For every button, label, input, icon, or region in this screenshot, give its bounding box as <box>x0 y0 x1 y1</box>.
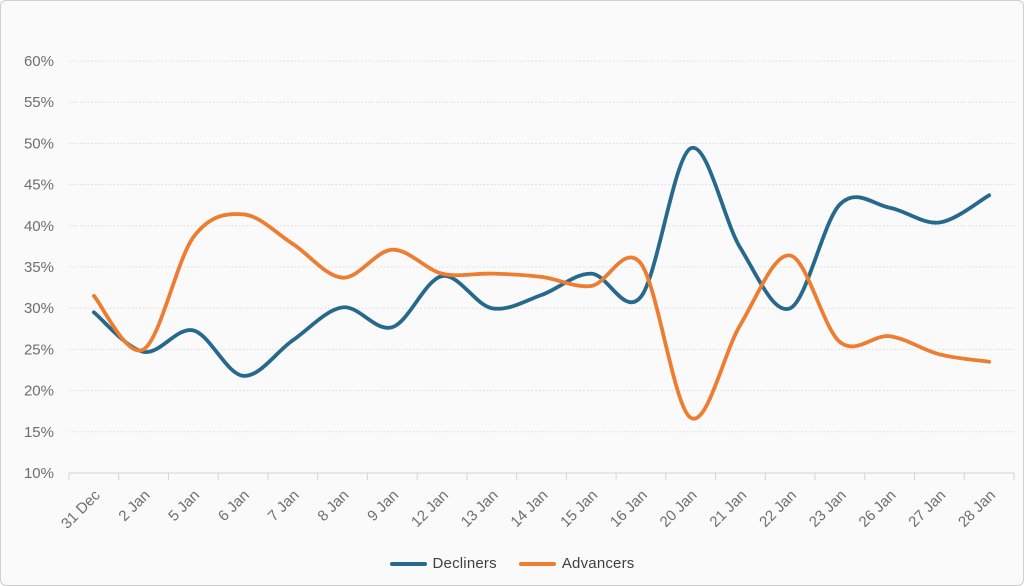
y-axis-label: 35% <box>24 259 54 276</box>
y-axis-label: 30% <box>24 300 54 317</box>
legend: Decliners Advancers <box>1 555 1023 572</box>
x-axis-label: 23 Jan <box>806 487 850 531</box>
legend-swatch-advancers-icon <box>518 561 556 566</box>
x-axis-label: 9 Jan <box>364 487 402 525</box>
legend-label-advancers: Advancers <box>561 555 635 572</box>
x-axis-label: 15 Jan <box>557 487 601 531</box>
legend-swatch-decliners-icon <box>389 561 427 566</box>
x-axis-label: 13 Jan <box>458 487 502 531</box>
y-axis-label: 55% <box>24 94 54 111</box>
series-line-decliners <box>91 146 991 378</box>
x-axis-label: 12 Jan <box>408 487 452 531</box>
y-axis-label: 40% <box>24 218 54 235</box>
x-axis-label: 28 Jan <box>955 487 999 531</box>
series-lines <box>91 146 991 421</box>
x-axis-label: 22 Jan <box>756 487 800 531</box>
legend-label-decliners: Decliners <box>432 555 497 572</box>
y-axis-label: 10% <box>24 465 54 482</box>
x-axis-label: 6 Jan <box>215 487 253 525</box>
series-line-advancers <box>91 212 991 421</box>
x-axis-label: 7 Jan <box>265 487 303 525</box>
y-axis-label: 45% <box>24 177 54 194</box>
x-axis-label: 14 Jan <box>507 487 551 531</box>
x-axis-label: 26 Jan <box>856 487 900 531</box>
y-axis-label: 50% <box>24 135 54 152</box>
y-axis-label: 15% <box>24 424 54 441</box>
y-axis-label: 60% <box>24 53 54 70</box>
y-axis-label: 20% <box>24 383 54 400</box>
gridlines <box>69 60 1014 433</box>
x-axis-label: 5 Jan <box>165 487 203 525</box>
x-axis-label: 2 Jan <box>115 487 153 525</box>
x-axis-label: 31 Dec <box>58 486 104 532</box>
y-axis: 10% 15% 20% 25% 30% 35% 40% 45% 50% 55% 60% <box>24 53 54 482</box>
x-axis-label: 27 Jan <box>905 487 949 531</box>
legend-item-decliners: Decliners <box>389 555 497 572</box>
x-axis-label: 8 Jan <box>314 487 352 525</box>
x-axis-label: 16 Jan <box>607 487 651 531</box>
legend-item-advancers: Advancers <box>518 555 635 572</box>
x-axis: 31 Dec 2 Jan 5 Jan 6 Jan 7 Jan 8 Jan 9 Jan 12 J… <box>58 472 1015 532</box>
y-axis-label: 25% <box>24 341 54 358</box>
x-axis-label: 21 Jan <box>706 487 750 531</box>
x-axis-label: 20 Jan <box>657 487 701 531</box>
